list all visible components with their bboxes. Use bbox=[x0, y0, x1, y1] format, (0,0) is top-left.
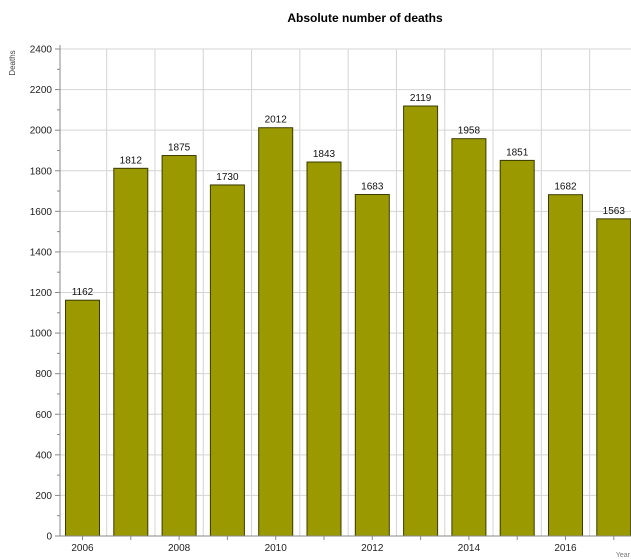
y-tick-label: 2000 bbox=[30, 126, 53, 137]
y-tick-label: 2400 bbox=[30, 45, 53, 56]
data-label-2006: 1162 bbox=[72, 287, 94, 298]
axes bbox=[55, 45, 631, 540]
x-axis-label: Year bbox=[616, 552, 631, 559]
y-axis-label: Deaths bbox=[8, 50, 17, 75]
y-tick-label: 1400 bbox=[30, 247, 53, 258]
x-tick-label: 2010 bbox=[265, 543, 288, 554]
y-tick-label: 800 bbox=[35, 369, 52, 380]
y-tick-label: 400 bbox=[35, 450, 52, 461]
y-tick-label: 600 bbox=[35, 410, 52, 421]
data-label-2012: 1683 bbox=[361, 181, 384, 192]
bar-2007 bbox=[113, 167, 149, 537]
data-label-2017: 1563 bbox=[603, 206, 626, 217]
data-label-2007: 1812 bbox=[120, 155, 143, 166]
y-tick-label: 1800 bbox=[30, 166, 53, 177]
data-labels: 1162 1812 1875 1730 2012 1843 1683 2119 1958 1851… bbox=[72, 93, 626, 298]
y-tick-labels: 0 200 400 600 800 1000 1200 1400 1600 1800 2000 220… bbox=[30, 45, 53, 543]
data-label-2013: 2119 bbox=[410, 93, 432, 104]
x-tick-labels: 2006 2008 2010 2012 2014 2016 bbox=[71, 543, 577, 554]
bar-2016 bbox=[548, 194, 583, 537]
data-label-2009: 1730 bbox=[216, 172, 239, 183]
bar-2006 bbox=[65, 299, 100, 537]
x-tick-label: 2008 bbox=[168, 543, 191, 554]
x-tick-label: 2012 bbox=[361, 543, 384, 554]
y-tick-label: 1000 bbox=[30, 329, 53, 340]
bar-2014 bbox=[451, 138, 487, 537]
bar-2012 bbox=[354, 193, 390, 537]
x-tick-label: 2016 bbox=[554, 543, 577, 554]
bar-2011 bbox=[306, 161, 342, 537]
data-label-2011: 1843 bbox=[313, 149, 336, 160]
data-label-2014: 1958 bbox=[458, 126, 481, 137]
grid-lines bbox=[60, 48, 631, 537]
bar-2013 bbox=[403, 105, 439, 537]
bar-2015 bbox=[499, 159, 535, 537]
bar-2009 bbox=[209, 184, 245, 537]
y-tick-label: 0 bbox=[46, 532, 52, 543]
data-label-2015: 1851 bbox=[506, 147, 529, 158]
data-label-2008: 1875 bbox=[168, 143, 191, 154]
y-tick-label: 2200 bbox=[30, 85, 53, 96]
bar-2017 bbox=[596, 218, 631, 537]
bar-2010 bbox=[258, 127, 294, 537]
y-tick-label: 200 bbox=[35, 491, 52, 502]
bars bbox=[65, 105, 631, 537]
x-tick-label: 2014 bbox=[458, 543, 481, 554]
bar-2008 bbox=[161, 155, 197, 537]
chart-title: Absolute number of deaths bbox=[287, 11, 443, 25]
y-tick-label: 1600 bbox=[30, 207, 53, 218]
data-label-2010: 2012 bbox=[265, 115, 288, 126]
x-tick-label: 2006 bbox=[71, 543, 94, 554]
y-tick-label: 1200 bbox=[30, 288, 53, 299]
data-label-2016: 1682 bbox=[554, 182, 577, 193]
